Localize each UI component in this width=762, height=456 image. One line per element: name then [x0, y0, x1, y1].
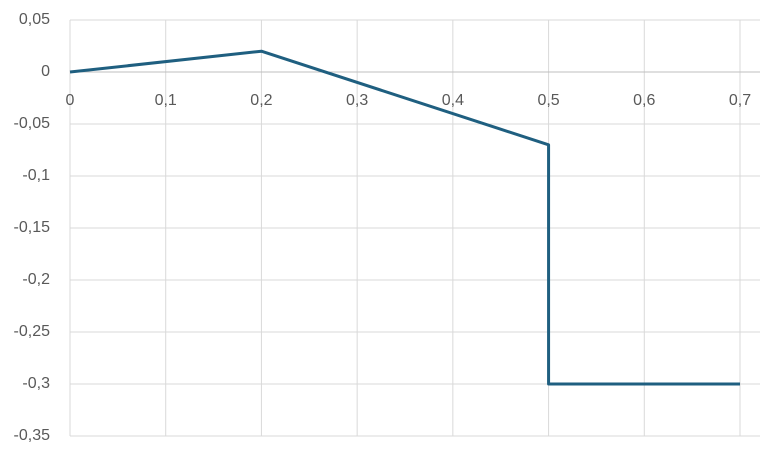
y-tick-label: -0,15 [14, 219, 51, 236]
y-tick-label: 0 [41, 63, 50, 80]
y-tick-label: -0,2 [22, 271, 50, 288]
x-tick-label: 0,4 [442, 92, 464, 109]
x-tick-label: 0,5 [537, 92, 559, 109]
y-tick-label: -0,35 [14, 427, 51, 444]
y-tick-label: -0,05 [14, 115, 51, 132]
y-tick-label: 0,05 [19, 11, 50, 28]
x-tick-label: 0 [66, 92, 75, 109]
x-tick-label: 0,1 [155, 92, 177, 109]
y-tick-label: -0,25 [14, 323, 51, 340]
x-tick-label: 0,7 [729, 92, 751, 109]
y-tick-label: -0,1 [22, 167, 50, 184]
x-tick-label: 0,6 [633, 92, 655, 109]
y-tick-label: -0,3 [22, 375, 50, 392]
x-tick-label: 0,3 [346, 92, 368, 109]
x-tick-label: 0,2 [250, 92, 272, 109]
data-line [69, 49, 740, 386]
